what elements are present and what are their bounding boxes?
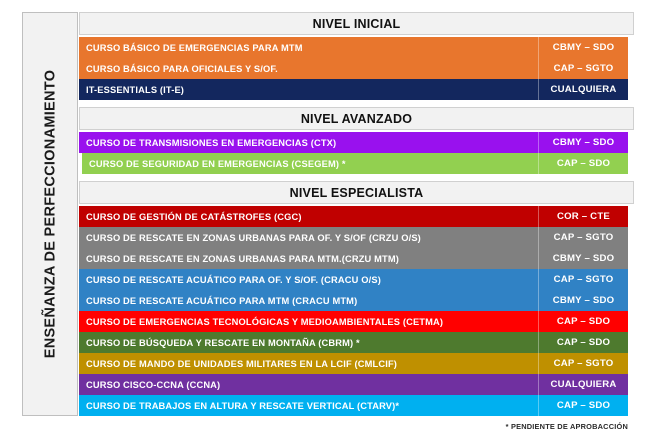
course-rank-cell: CBMY – SDO [538,37,628,58]
table-row[interactable]: CURSO DE SEGURIDAD EN EMERGENCIAS (CSEGE… [82,153,628,174]
table-row[interactable]: CURSO DE GESTIÓN DE CATÁSTROFES (CGC) COR… [79,206,628,227]
table-row[interactable]: CURSO BÁSICO PARA OFICIALES Y S/OF. CAP –… [79,58,628,79]
table-row[interactable]: CURSO DE MANDO DE UNIDADES MILITARES EN … [79,353,628,374]
course-rank-cell: CAP – SDO [538,311,628,332]
course-name-cell: CURSO DE RESCATE ACUÁTICO PARA MTM (CRAC… [86,295,358,306]
course-name-cell: CURSO DE GESTIÓN DE CATÁSTROFES (CGC) [86,211,302,222]
footnote-pending-approval: * PENDIENTE DE APROBACCIÓN [505,422,628,431]
course-name-cell: CURSO DE RESCATE EN ZONAS URBANAS PARA M… [86,253,400,264]
table-row[interactable]: CURSO DE EMERGENCIAS TECNOLÓGICAS Y MEDI… [79,311,628,332]
course-rank-cell: CAP – SGTO [538,227,628,248]
table-row[interactable]: CURSO DE RESCATE EN ZONAS URBANAS PARA O… [79,227,628,248]
spacer [79,100,634,107]
table-row[interactable]: CURSO DE RESCATE ACUÁTICO PARA MTM (CRAC… [79,290,628,311]
sidebar-category-panel: ENSEÑANZA DE PERFECCIONAMIENTO [22,12,78,416]
course-name-cell: CURSO DE MANDO DE UNIDADES MILITARES EN … [86,358,398,369]
course-name-cell: CURSO DE SEGURIDAD EN EMERGENCIAS (CSEGE… [89,158,346,169]
course-rank-cell: CAP – SDO [538,395,628,416]
level-header: NIVEL AVANZADO [79,107,634,130]
course-rank-cell: CAP – SDO [538,332,628,353]
course-rank-cell: COR – CTE [538,206,628,227]
course-name-cell: CURSO CISCO-CCNA (CCNA) [86,379,221,390]
table-row[interactable]: CURSO CISCO-CCNA (CCNA) CUALQUIERA [79,374,628,395]
sidebar-category-label: ENSEÑANZA DE PERFECCIONAMIENTO [42,69,58,359]
course-name-cell: CURSO DE TRANSMISIONES EN EMERGENCIAS (C… [86,137,337,148]
level-header: NIVEL INICIAL [79,12,634,35]
course-table-body: NIVEL INICIAL CURSO BÁSICO DE EMERGENCIAS… [79,12,634,416]
course-rank-cell: CBMY – SDO [538,290,628,311]
course-rank-cell: CBMY – SDO [538,132,628,153]
course-name-cell: CURSO DE TRABAJOS EN ALTURA Y RESCATE VE… [86,400,400,411]
course-rank-cell: CUALQUIERA [538,374,628,395]
course-rank-cell: CAP – SGTO [538,58,628,79]
table-row[interactable]: CURSO BÁSICO DE EMERGENCIAS PARA MTM CBMY… [79,37,628,58]
table-row[interactable]: IT-ESSENTIALS (IT-E) CUALQUIERA [79,79,628,100]
course-rank-cell: CUALQUIERA [538,79,628,100]
table-row[interactable]: CURSO DE RESCATE ACUÁTICO PARA OF. Y S/O… [79,269,628,290]
course-rank-cell: CAP – SGTO [538,269,628,290]
course-name-cell: CURSO DE BÚSQUEDA Y RESCATE EN MONTAÑA (… [86,337,360,348]
course-name-cell: CURSO DE EMERGENCIAS TECNOLÓGICAS Y MEDI… [86,316,444,327]
course-name-cell: CURSO DE RESCATE EN ZONAS URBANAS PARA O… [86,232,421,243]
course-rank-cell: CAP – SDO [538,153,628,174]
course-rank-cell: CBMY – SDO [538,248,628,269]
course-name-cell: CURSO DE RESCATE ACUÁTICO PARA OF. Y S/O… [86,274,381,285]
table-row[interactable]: CURSO DE TRANSMISIONES EN EMERGENCIAS (C… [79,132,628,153]
course-name-cell: CURSO BÁSICO DE EMERGENCIAS PARA MTM [86,42,303,53]
course-name-cell: IT-ESSENTIALS (IT-E) [86,84,185,95]
course-rank-cell: CAP – SGTO [538,353,628,374]
table-row[interactable]: CURSO DE RESCATE EN ZONAS URBANAS PARA M… [79,248,628,269]
level-header: NIVEL ESPECIALISTA [79,181,634,204]
table-row[interactable]: CURSO DE TRABAJOS EN ALTURA Y RESCATE VE… [79,395,628,416]
spacer [79,174,634,181]
course-name-cell: CURSO BÁSICO PARA OFICIALES Y S/OF. [86,63,278,74]
table-row[interactable]: CURSO DE BÚSQUEDA Y RESCATE EN MONTAÑA (… [79,332,628,353]
